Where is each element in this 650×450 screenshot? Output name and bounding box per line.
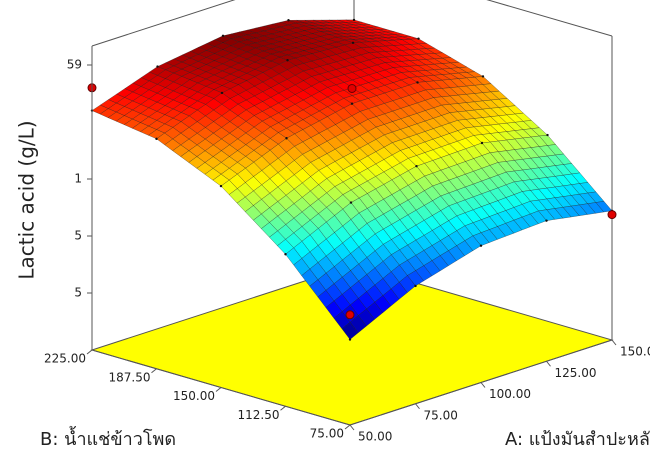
surface-grid-point <box>349 201 353 204</box>
surface-grid-point <box>155 137 158 141</box>
y-axis-title: B: น้ำแช่ข้าวโพด <box>40 426 176 450</box>
x-tick <box>480 382 486 388</box>
x-tick <box>349 424 355 431</box>
box-edge <box>349 339 613 426</box>
y-tick <box>151 368 157 374</box>
box-edge <box>486 0 613 37</box>
surface-grid-point <box>481 75 485 78</box>
y-tick <box>86 349 93 355</box>
surface-grid-point <box>285 137 288 140</box>
surface-grid-point <box>287 19 290 22</box>
z-axis-title: Lactic acid (g/L) <box>15 120 39 279</box>
y-tick-label: 225.00 <box>44 352 86 366</box>
surface-grid-point <box>416 81 419 84</box>
z-tick-label: 59 <box>67 58 82 72</box>
x-tick-label: 150.00 <box>620 345 650 359</box>
x-tick-label: 125.00 <box>555 366 597 380</box>
y-tick <box>280 405 286 411</box>
surface-grid-point <box>545 219 548 222</box>
x-tick <box>415 403 420 410</box>
surface-grid-point <box>417 37 420 40</box>
surface-grid-point <box>480 141 484 145</box>
surface-facet <box>341 321 359 340</box>
design-point <box>347 84 357 93</box>
box-edge <box>91 349 351 426</box>
x-tick-label: 50.00 <box>358 430 392 444</box>
surface-grid-point <box>284 253 287 256</box>
design-point <box>607 210 617 220</box>
surface-grid-point <box>350 102 354 105</box>
surface-grid-point <box>348 338 352 341</box>
surface-grid-point <box>220 91 224 95</box>
surface-grid-point <box>479 244 483 247</box>
design-point <box>345 310 355 320</box>
surface-grid-point <box>415 164 418 168</box>
surface-grid-point <box>221 34 225 37</box>
surface-grid-point <box>352 18 356 22</box>
box-edge <box>91 0 236 47</box>
surface-grid-point <box>156 65 159 68</box>
y-tick-label: 75.00 <box>310 427 344 441</box>
surface-grid-point <box>286 59 289 62</box>
y-tick-label: 150.00 <box>173 389 215 403</box>
x-tick-label: 100.00 <box>489 387 531 401</box>
x-axis-title: A: แป้งมันสำปะหลัง <box>505 429 650 450</box>
y-tick-label: 187.50 <box>109 370 151 384</box>
y-tick <box>344 424 351 430</box>
surface-grid-point <box>414 284 417 288</box>
x-tick <box>611 339 617 346</box>
x-tick <box>546 360 551 367</box>
y-tick <box>215 387 222 392</box>
z-tick-label: 1 <box>74 172 82 186</box>
x-tick-label: 75.00 <box>424 408 458 422</box>
y-tick-label: 112.50 <box>238 408 280 422</box>
surface-grid-point <box>219 184 223 188</box>
z-tick-label: 5 <box>74 286 82 300</box>
z-tick-label: 5 <box>74 229 82 243</box>
surface-grid-point <box>546 133 549 137</box>
surface-grid-point <box>351 41 355 44</box>
